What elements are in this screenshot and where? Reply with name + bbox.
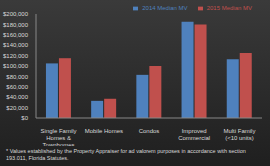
html-text:* Values established by the Pr: * Values established by the Property App…: [6, 148, 246, 161]
html-text:2015 Median MV: 2015 Median MV: [206, 5, 252, 11]
svg-text:$180,000: $180,000: [8, 22, 29, 28]
svg-text:$0: $0: [21, 115, 28, 121]
svg-text:Condos: Condos: [139, 128, 160, 134]
svg-text:Single FamilyHomes &Townhomes: Single FamilyHomes &Townhomes: [41, 128, 77, 146]
svg-text:Multi Family(<10 units): Multi Family(<10 units): [223, 128, 255, 141]
svg-text:$20,000: $20,000: [8, 105, 29, 111]
html-text:2014 Median MV: 2014 Median MV: [142, 5, 188, 11]
svg-text:$40,000: $40,000: [8, 94, 29, 100]
svg-text:$120,000: $120,000: [8, 53, 29, 59]
svg-text:$100,000: $100,000: [8, 63, 29, 69]
svg-text:$60,000: $60,000: [8, 84, 29, 90]
svg-text:$160,000: $160,000: [8, 32, 29, 38]
svg-text:ImprovedCommercial: ImprovedCommercial: [178, 128, 210, 141]
svg-text:$80,000: $80,000: [8, 74, 29, 80]
svg-text:Mobile Homes: Mobile Homes: [85, 128, 123, 134]
svg-text:$140,000: $140,000: [8, 42, 29, 48]
svg-text:$200,000: $200,000: [8, 11, 29, 17]
